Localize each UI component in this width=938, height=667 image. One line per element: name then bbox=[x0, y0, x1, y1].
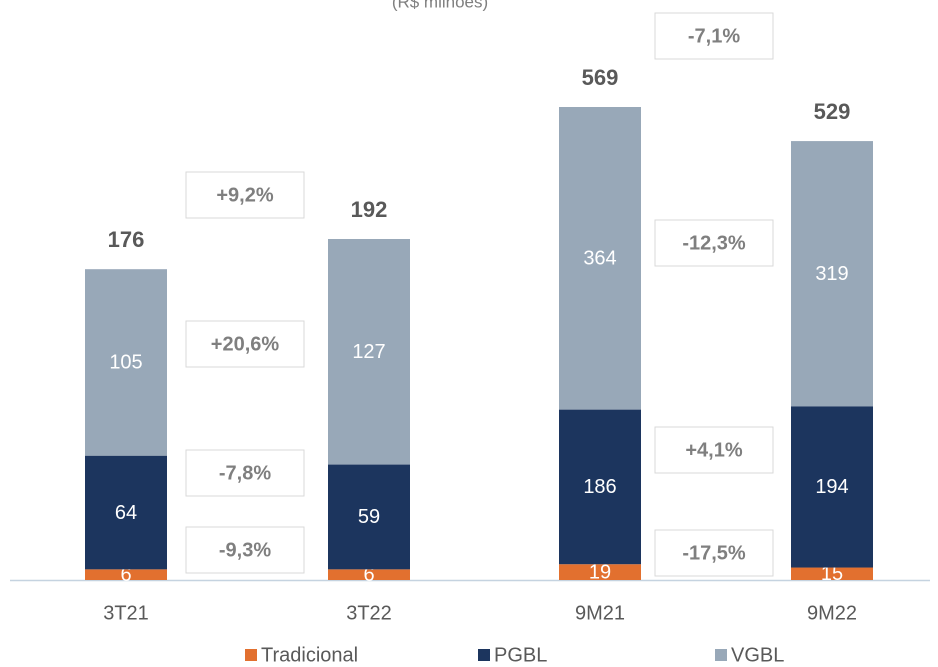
bar-segment bbox=[559, 409, 641, 565]
legend-swatch bbox=[245, 649, 257, 661]
value-label: 59 bbox=[358, 506, 380, 528]
value-label: 15 bbox=[821, 563, 843, 585]
value-label: 127 bbox=[352, 341, 385, 363]
bar-segment bbox=[791, 141, 873, 407]
change-label: +20,6% bbox=[211, 333, 280, 355]
bar-segment bbox=[85, 569, 167, 580]
change-label: +9,2% bbox=[216, 184, 273, 206]
change-label: +4,1% bbox=[685, 439, 742, 461]
x-tick-label: 9M21 bbox=[575, 602, 625, 624]
total-label: 176 bbox=[108, 227, 145, 252]
change-box bbox=[185, 526, 305, 574]
total-label: 192 bbox=[351, 197, 388, 222]
change-box bbox=[654, 426, 774, 474]
bar-segment bbox=[559, 564, 641, 580]
change-label: -7,1% bbox=[688, 25, 740, 47]
value-label: 105 bbox=[109, 352, 142, 374]
bar-segment bbox=[85, 455, 167, 570]
bar-segment bbox=[791, 567, 873, 580]
change-box bbox=[185, 171, 305, 219]
value-label: 319 bbox=[815, 263, 848, 285]
change-box bbox=[654, 529, 774, 577]
bar-segment bbox=[328, 569, 410, 580]
total-label: 569 bbox=[582, 65, 619, 90]
change-label: -7,8% bbox=[219, 462, 271, 484]
change-label: -12,3% bbox=[682, 232, 746, 254]
bar-segment bbox=[85, 269, 167, 456]
bar-segment bbox=[559, 107, 641, 410]
change-box bbox=[185, 449, 305, 497]
total-label: 529 bbox=[814, 99, 851, 124]
value-label: 364 bbox=[583, 248, 616, 270]
value-label: 19 bbox=[589, 561, 611, 583]
value-label: 6 bbox=[363, 564, 374, 586]
legend-swatch bbox=[478, 649, 490, 661]
x-tick-label: 9M22 bbox=[807, 602, 857, 624]
bar-segment bbox=[791, 406, 873, 568]
change-box bbox=[654, 12, 774, 60]
change-label: -9,3% bbox=[219, 539, 271, 561]
value-label: 64 bbox=[115, 502, 137, 524]
value-label: 6 bbox=[120, 564, 131, 586]
subtitle: (R$ milhões) bbox=[392, 0, 488, 11]
legend-label: PGBL bbox=[494, 644, 547, 666]
bar-segment bbox=[328, 464, 410, 570]
bar-segment bbox=[328, 239, 410, 465]
x-tick-label: 3T21 bbox=[103, 602, 149, 624]
x-tick-label: 3T22 bbox=[346, 602, 392, 624]
value-label: 186 bbox=[583, 476, 616, 498]
legend-label: VGBL bbox=[731, 644, 784, 666]
legend-swatch bbox=[715, 649, 727, 661]
change-box bbox=[654, 219, 774, 267]
legend-label: Tradicional bbox=[261, 644, 358, 666]
change-label: -17,5% bbox=[682, 542, 746, 564]
value-label: 194 bbox=[815, 476, 848, 498]
change-box bbox=[185, 320, 305, 368]
